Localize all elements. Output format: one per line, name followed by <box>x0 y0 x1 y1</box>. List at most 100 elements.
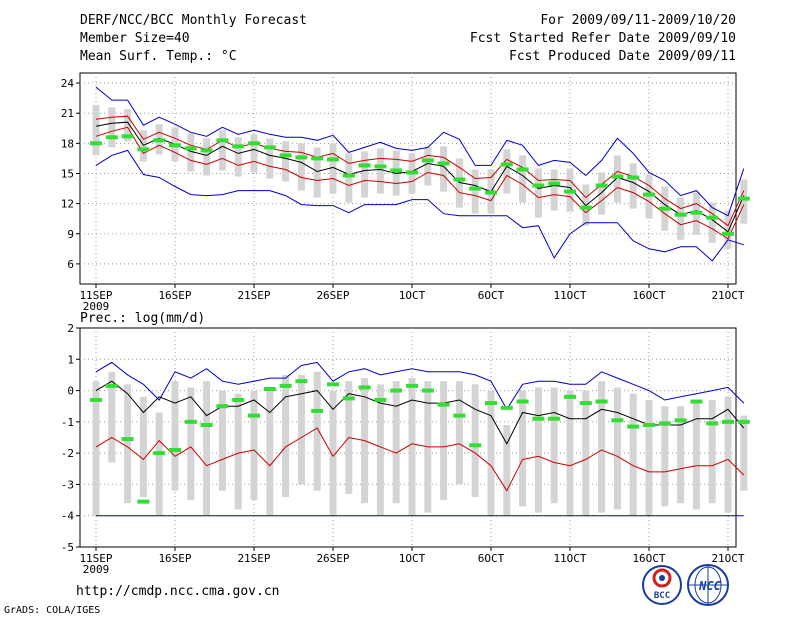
range-bar <box>203 138 211 176</box>
forecast-period: For 2009/09/11-2009/10/20 <box>540 13 736 28</box>
ncc-logo-text: NCC <box>698 579 721 593</box>
green-marker <box>437 402 450 407</box>
max-line <box>95 86 745 217</box>
range-bar <box>234 137 242 177</box>
bcc-logo-text: BCC <box>654 591 670 601</box>
green-marker <box>737 196 750 201</box>
range-bar <box>440 381 448 501</box>
refer-date: Fcst Started Refer Date 2009/09/10 <box>470 31 736 46</box>
green-marker <box>295 379 308 384</box>
range-bar <box>708 399 716 504</box>
precipitation-panel: 11SEP 16SEP 21SEP 26SEP 1OCT 6OCT 11OCT 16OCT 21… <box>61 322 750 576</box>
green-marker <box>279 153 292 158</box>
green-marker <box>358 163 371 168</box>
green-marker <box>643 192 655 197</box>
y-tick-label: 15 <box>61 167 74 180</box>
precip-variable-label: Prec.: log(mm/d) <box>80 311 205 326</box>
green-marker <box>358 385 371 390</box>
green-marker <box>532 183 545 188</box>
green-marker <box>548 181 561 186</box>
range-bar <box>613 155 621 203</box>
x-tick-label: 16OCT <box>632 552 665 565</box>
green-marker <box>658 421 671 426</box>
green-marker <box>169 448 181 453</box>
green-marker <box>485 190 497 195</box>
range-bar <box>108 107 116 148</box>
range-bar <box>645 399 653 516</box>
green-marker <box>690 399 703 404</box>
green-marker <box>169 143 181 148</box>
x-tick-label: 21SEP <box>237 552 270 565</box>
green-marker <box>643 422 655 427</box>
range-bar <box>124 384 132 504</box>
green-marker <box>216 138 229 143</box>
green-marker <box>722 419 734 424</box>
footer-url: http://cmdp.ncc.cma.gov.cn <box>76 584 280 599</box>
green-marker <box>516 399 529 404</box>
x-year-label: 2009 <box>83 563 110 576</box>
green-marker <box>421 388 434 393</box>
range-bar <box>519 155 527 203</box>
green-marker <box>564 189 576 194</box>
range-bar <box>503 424 511 516</box>
range-bar <box>266 387 274 516</box>
green-marker <box>406 383 418 388</box>
green-marker <box>137 147 150 152</box>
green-marker <box>737 419 750 424</box>
x-tick-label: 6OCT <box>478 552 505 565</box>
range-bar <box>124 109 132 142</box>
green-marker <box>137 499 150 504</box>
green-marker <box>485 401 497 406</box>
range-bar <box>440 146 448 192</box>
range-bar <box>692 403 700 510</box>
range-bar <box>376 148 384 194</box>
green-marker <box>595 183 608 188</box>
green-marker <box>406 170 418 175</box>
range-bar <box>613 387 621 510</box>
green-marker <box>500 405 513 410</box>
y-tick-label: 0 <box>67 385 74 398</box>
y-tick-label: 18 <box>61 137 74 150</box>
x-tick-label: 26SEP <box>316 289 349 302</box>
green-marker <box>390 388 403 393</box>
range-bar <box>361 151 369 198</box>
range-bar <box>282 141 290 182</box>
green-marker <box>658 206 671 211</box>
range-bar <box>629 393 637 516</box>
range-bar <box>677 406 685 504</box>
range-bar <box>92 381 100 516</box>
range-bar <box>250 390 258 501</box>
x-tick-label: 11SEP <box>79 552 112 565</box>
y-tick-label: -1 <box>61 416 74 429</box>
member-size: Member Size=40 <box>80 31 190 46</box>
green-marker <box>421 158 434 163</box>
range-bar <box>487 390 495 516</box>
range-bar <box>629 163 637 209</box>
y-tick-label: 24 <box>61 77 75 90</box>
range-bar <box>297 143 305 191</box>
green-marker <box>611 174 624 179</box>
mean-line <box>95 380 745 445</box>
x-tick-label: 16SEP <box>158 289 191 302</box>
y-tick-label: -3 <box>61 478 74 491</box>
x-tick-label: 26SEP <box>316 552 349 565</box>
x-tick-label: 11OCT <box>553 289 586 302</box>
range-bar <box>250 134 258 173</box>
green-marker <box>327 157 339 162</box>
green-marker <box>390 168 403 173</box>
green-marker <box>674 212 687 217</box>
range-bar <box>582 390 590 516</box>
green-marker <box>200 148 213 153</box>
green-marker <box>469 186 482 191</box>
x-tick-label: 21OCT <box>711 289 744 302</box>
range-bar <box>598 172 606 215</box>
x-tick-label: 21SEP <box>237 289 270 302</box>
x-tick-label: 11SEP <box>79 289 112 302</box>
range-bar <box>661 406 669 507</box>
y-tick-label: -5 <box>61 541 74 554</box>
range-bar <box>740 415 748 491</box>
x-tick-label: 16SEP <box>158 552 191 565</box>
green-marker <box>674 418 687 423</box>
range-bar <box>313 147 321 198</box>
